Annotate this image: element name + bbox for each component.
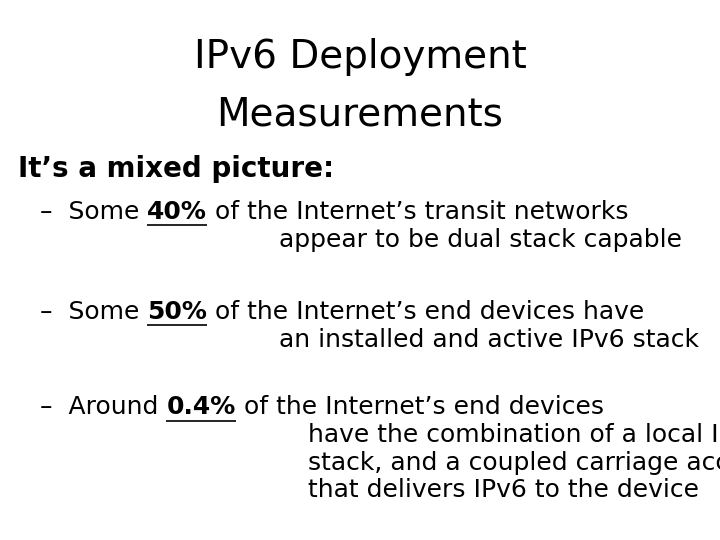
Text: of the Internet’s end devices have
         an installed and active IPv6 stack: of the Internet’s end devices have an in… — [207, 300, 699, 352]
Text: –  Around: – Around — [40, 395, 166, 419]
Text: –  Some: – Some — [40, 200, 148, 224]
Text: 0.4%: 0.4% — [166, 395, 235, 419]
Text: of the Internet’s end devices
         have the combination of a local IPv6 prot: of the Internet’s end devices have the c… — [235, 395, 720, 502]
Text: 50%: 50% — [148, 300, 207, 324]
Text: IPv6 Deployment: IPv6 Deployment — [194, 38, 526, 76]
Text: Measurements: Measurements — [217, 95, 503, 133]
Text: 40%: 40% — [148, 200, 207, 224]
Text: of the Internet’s transit networks
         appear to be dual stack capable: of the Internet’s transit networks appea… — [207, 200, 683, 252]
Text: –  Some: – Some — [40, 300, 148, 324]
Text: It’s a mixed picture:: It’s a mixed picture: — [18, 155, 334, 183]
